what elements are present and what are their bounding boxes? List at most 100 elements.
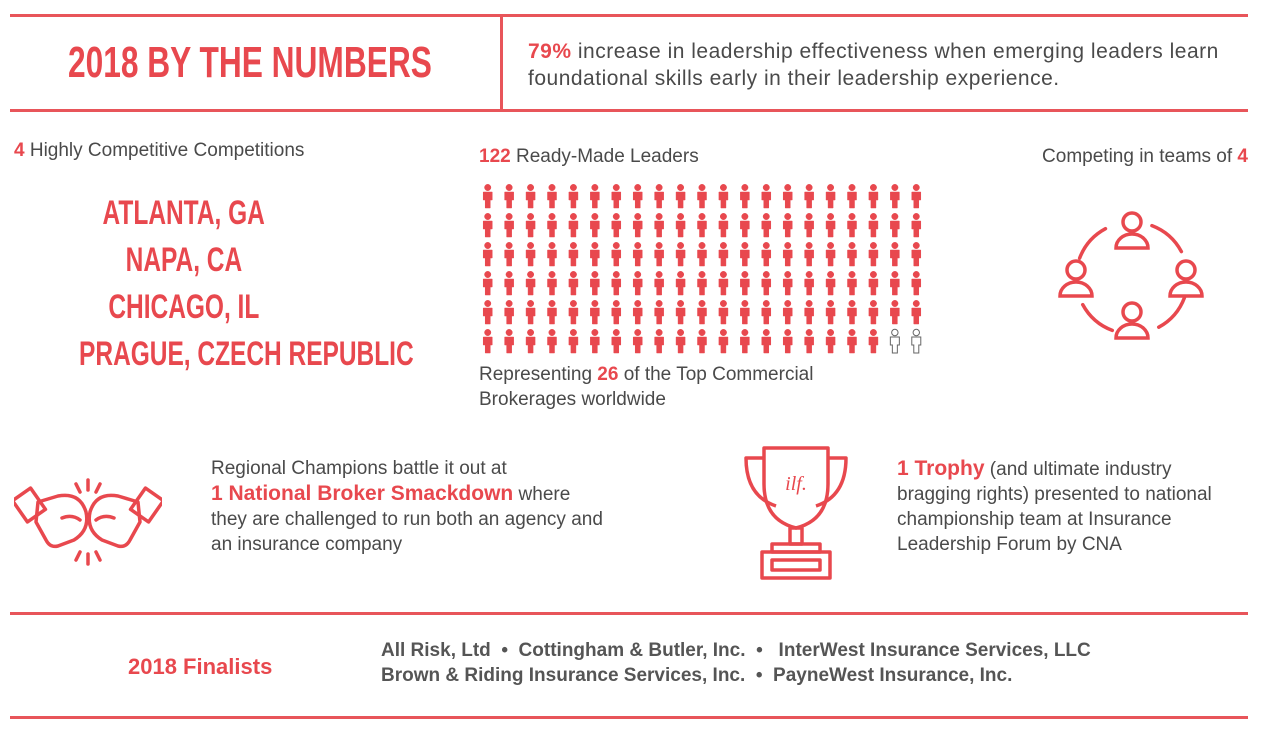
team-circle-icon xyxy=(1058,211,1204,340)
leadership-stat-text: increase in leadership effectiveness whe… xyxy=(528,40,1219,90)
person-icon xyxy=(782,271,793,296)
person-icon xyxy=(825,300,836,325)
brokerages-text: Representing 26 of the Top Commercial Br… xyxy=(479,362,899,412)
smackdown-line1: Regional Champions battle it out at xyxy=(211,458,507,479)
person-icon xyxy=(697,300,707,325)
leadership-stat-value: 79% xyxy=(528,40,572,63)
person-icon xyxy=(654,300,664,325)
person-icon xyxy=(890,271,900,296)
person-icon xyxy=(547,271,557,296)
person-icon xyxy=(568,300,579,325)
person-icon xyxy=(525,184,536,209)
competitions-label: Highly Competitive Competitions xyxy=(24,140,305,161)
person-icon xyxy=(632,300,643,325)
person-icon xyxy=(911,271,922,296)
person-icon xyxy=(632,213,643,238)
brokerages-count: 26 xyxy=(597,364,619,385)
person-icon xyxy=(911,328,922,354)
person-icon xyxy=(718,242,729,267)
person-icon xyxy=(504,213,514,238)
person-icon xyxy=(761,300,772,325)
person-icon xyxy=(632,329,643,354)
person-icon xyxy=(654,184,664,209)
person-icon xyxy=(890,213,900,238)
person-icon xyxy=(611,271,622,296)
person-icon xyxy=(632,242,643,267)
finalists-title: 2018 Finalists xyxy=(128,654,273,679)
person-icon xyxy=(697,242,707,267)
person-icon xyxy=(482,300,493,325)
person-icon xyxy=(868,184,879,209)
person-icon xyxy=(525,213,536,238)
person-icon xyxy=(590,329,600,354)
person-icon xyxy=(568,329,579,354)
teams-heading: Competing in teams of 4 xyxy=(1042,144,1248,169)
person-icon xyxy=(675,242,686,267)
person-icon xyxy=(911,300,922,325)
person-icon xyxy=(718,329,729,354)
person-icon xyxy=(868,242,879,267)
person-icon xyxy=(782,213,793,238)
person-icon xyxy=(911,184,922,209)
trophy-line1-rest: (and ultimate industry xyxy=(984,459,1172,480)
leaders-label: Ready-Made Leaders xyxy=(510,146,699,167)
person-icon xyxy=(675,213,686,238)
person-icon xyxy=(675,300,686,325)
person-icon xyxy=(761,184,772,209)
person-icon xyxy=(547,300,557,325)
person-icon xyxy=(697,184,707,209)
top-rule xyxy=(10,14,1248,17)
person-icon xyxy=(804,300,814,325)
teams-count: 4 xyxy=(1237,146,1248,167)
person-icon xyxy=(504,329,514,354)
person-icon xyxy=(525,329,536,354)
person-icon xyxy=(482,329,493,354)
person-icon xyxy=(868,300,879,325)
leadership-stat: 79% increase in leadership effectiveness… xyxy=(528,38,1238,92)
person-icon xyxy=(740,184,750,209)
person-icon xyxy=(847,329,857,354)
person-icon xyxy=(675,271,686,296)
person-icon xyxy=(782,242,793,267)
person-icon xyxy=(847,213,857,238)
person-icon xyxy=(718,271,729,296)
person-icon xyxy=(740,300,750,325)
person-icon xyxy=(868,213,879,238)
person-icon xyxy=(590,184,600,209)
person-icon xyxy=(804,329,814,354)
brokerages-pre: Representing xyxy=(479,364,598,385)
person-icon xyxy=(782,300,793,325)
person-icon xyxy=(804,213,814,238)
location-item: ATLANTA, GA xyxy=(102,194,266,232)
header-bottom-rule xyxy=(10,109,1248,112)
trophy-text: 1 Trophy (and ultimate industry bragging… xyxy=(897,456,1257,557)
person-icon xyxy=(482,271,493,296)
page-title: 2018 BY THE NUMBERS xyxy=(68,38,432,87)
person-icon xyxy=(847,184,857,209)
competitions-heading: 4 Highly Competitive Competitions xyxy=(14,138,304,163)
person-icon xyxy=(890,300,900,325)
person-icon xyxy=(825,184,836,209)
person-icon xyxy=(761,213,772,238)
leaders-count: 122 xyxy=(479,146,511,167)
smackdown-highlight: 1 National Broker Smackdown xyxy=(211,482,514,505)
person-icon xyxy=(654,329,664,354)
location-item: CHICAGO, IL xyxy=(108,288,260,326)
smackdown-after: where xyxy=(513,484,571,505)
person-icon xyxy=(697,213,707,238)
person-icon xyxy=(825,213,836,238)
person-icon xyxy=(782,184,793,209)
person-icon xyxy=(825,329,836,354)
person-icon xyxy=(525,300,536,325)
person-icon xyxy=(590,242,600,267)
person-icon xyxy=(740,329,750,354)
header-divider xyxy=(500,14,503,112)
person-icon xyxy=(847,300,857,325)
person-icon xyxy=(568,213,579,238)
person-icon xyxy=(611,213,622,238)
person-icon xyxy=(654,213,664,238)
person-icon xyxy=(761,329,772,354)
person-icon xyxy=(504,184,514,209)
person-icon xyxy=(911,213,922,238)
person-icon xyxy=(697,329,707,354)
